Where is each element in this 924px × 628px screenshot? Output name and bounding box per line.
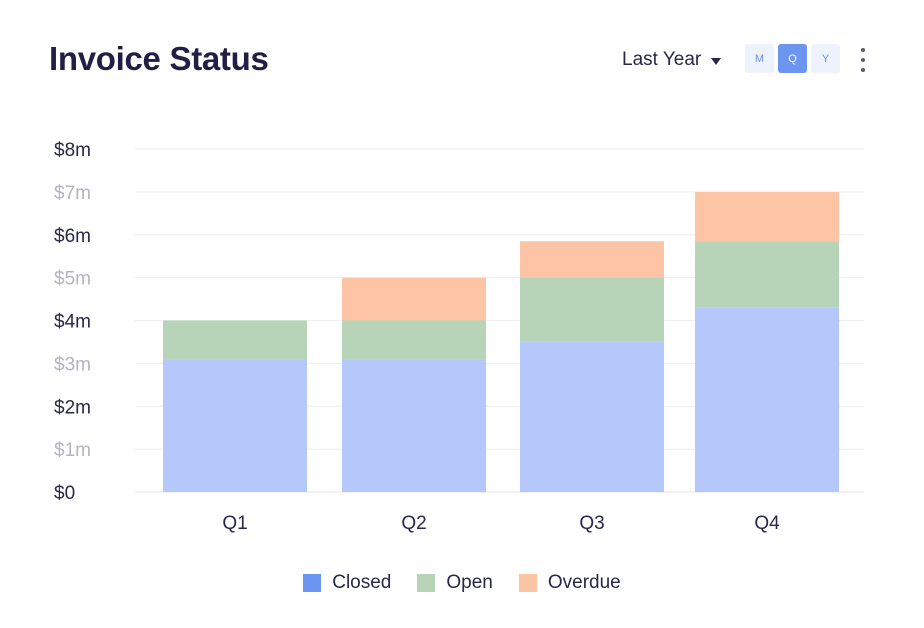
range-dropdown[interactable]: Last Year [622,49,722,71]
bar-overdue-q2[interactable] [342,277,486,321]
bar-closed-q3[interactable] [520,341,664,492]
period-quarter-button[interactable]: Q [778,44,807,73]
bar-open-q3[interactable] [520,277,664,342]
legend-item-overdue[interactable]: Overdue [518,572,621,594]
x-tick-label: Q3 [579,513,604,534]
period-toggle: M Q Y [745,44,840,73]
range-label: Last Year [622,49,702,70]
y-tick-label: $0 [54,483,75,504]
more-options-icon[interactable] [855,48,871,72]
bar-closed-q2[interactable] [342,359,486,492]
y-tick-label: $6m [54,226,91,247]
bar-closed-q4[interactable] [695,307,839,492]
y-tick-label: $2m [54,397,91,418]
chart-legend: Closed Open Overdue [0,572,924,594]
x-tick-label: Q4 [754,513,780,534]
legend-item-closed[interactable]: Closed [303,572,391,594]
y-tick-label: $8m [54,140,91,161]
bar-open-q2[interactable] [342,320,486,360]
bar-overdue-q4[interactable] [695,191,839,242]
y-tick-label: $1m [54,440,91,461]
y-tick-label: $5m [54,269,91,290]
bar-open-q4[interactable] [695,241,839,308]
bar-overdue-q3[interactable] [520,241,664,278]
y-tick-label: $7m [54,183,91,204]
legend-label-closed: Closed [332,572,392,593]
period-year-button[interactable]: Y [811,44,840,73]
y-tick-label: $3m [54,354,91,375]
legend-swatch-open [417,574,436,592]
x-tick-label: Q2 [401,513,426,534]
legend-label-open: Open [446,572,493,593]
invoice-status-chart: $0 $1m $2m $3m $4m $5m $6m $7m $8m Q1 Q2 Q3 Q4 [54,140,864,534]
page-title: Invoice Status [49,40,269,77]
bar-closed-q1[interactable] [163,359,307,492]
x-tick-label: Q1 [222,513,247,534]
legend-item-open[interactable]: Open [417,572,493,594]
y-tick-label: $4m [54,312,91,333]
period-month-button[interactable]: M [745,44,774,73]
bar-open-q1[interactable] [163,320,307,360]
legend-label-overdue: Overdue [547,572,621,593]
legend-swatch-closed [303,574,322,592]
legend-swatch-overdue [518,574,537,592]
caret-down-icon [711,57,722,65]
